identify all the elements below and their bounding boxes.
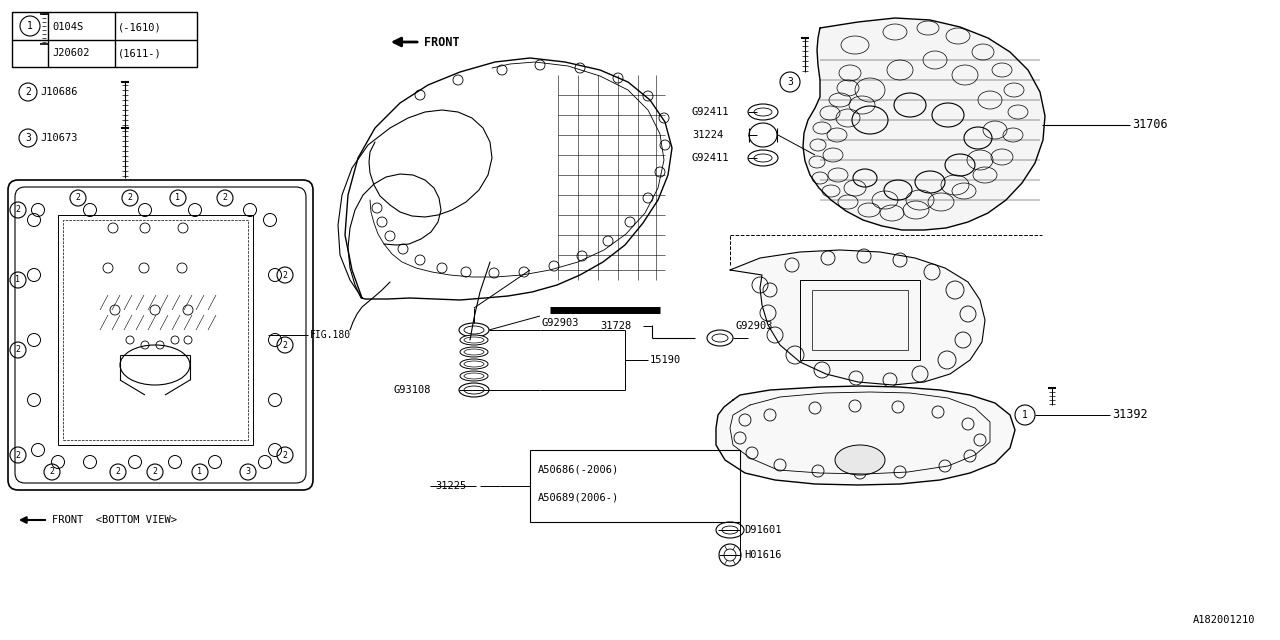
Text: 2: 2 [283,271,288,280]
Text: 1: 1 [1021,410,1028,420]
Bar [812,290,908,350]
Text: 2: 2 [283,340,288,349]
Text: 2: 2 [152,467,157,477]
Text: G92903: G92903 [541,318,580,328]
Text: 1: 1 [197,467,202,477]
Text: A182001210: A182001210 [1193,615,1254,625]
Text: J10686: J10686 [40,87,78,97]
Text: 0104S: 0104S [52,22,83,32]
Text: (-1610): (-1610) [118,22,161,32]
Text: 2: 2 [115,467,120,477]
Text: J10673: J10673 [40,133,78,143]
Text: (1611-): (1611-) [118,48,161,58]
Text: 2: 2 [223,193,228,202]
Text: 31225: 31225 [435,481,466,491]
Ellipse shape [460,371,488,381]
Ellipse shape [460,347,488,357]
Text: A50689(2006-): A50689(2006-) [538,493,620,503]
Bar [63,220,248,440]
Text: FIG.180: FIG.180 [310,330,351,340]
Text: 3: 3 [26,133,31,143]
Text: 1: 1 [27,21,33,31]
Text: 2: 2 [76,193,81,202]
Ellipse shape [460,335,488,345]
Text: 3: 3 [246,467,251,477]
Text: 2: 2 [15,205,20,214]
Text: 2: 2 [15,346,20,355]
Text: 2: 2 [128,193,133,202]
Text: FRONT: FRONT [424,35,460,49]
Polygon shape [803,18,1044,230]
Bar [12,12,197,67]
Text: J20602: J20602 [52,48,90,58]
Text: G92411: G92411 [692,107,730,117]
Ellipse shape [835,445,884,475]
FancyBboxPatch shape [8,180,314,490]
Text: 2: 2 [283,451,288,460]
Text: D91601: D91601 [744,525,782,535]
Polygon shape [730,250,986,385]
Text: 15190: 15190 [650,355,681,365]
Text: G93108: G93108 [393,385,430,395]
Text: 2: 2 [26,87,31,97]
Text: 31392: 31392 [1112,408,1148,422]
Text: A50686(-2006): A50686(-2006) [538,465,620,475]
Text: 1: 1 [175,193,180,202]
Text: 31224: 31224 [692,130,723,140]
Bar [530,450,740,522]
FancyBboxPatch shape [15,187,306,483]
Text: H01616: H01616 [744,550,782,560]
Polygon shape [716,386,1015,485]
Text: 2: 2 [15,451,20,460]
Ellipse shape [460,359,488,369]
Text: G92411: G92411 [692,153,730,163]
Text: G92903: G92903 [735,321,773,331]
Bar [58,215,253,445]
Text: 3: 3 [787,77,792,87]
Text: FRONT  <BOTTOM VIEW>: FRONT <BOTTOM VIEW> [52,515,177,525]
Text: 31706: 31706 [1132,118,1167,131]
Text: 1: 1 [15,275,20,285]
Bar [800,280,920,360]
Text: 31728: 31728 [600,321,631,331]
Text: 2: 2 [50,467,55,477]
